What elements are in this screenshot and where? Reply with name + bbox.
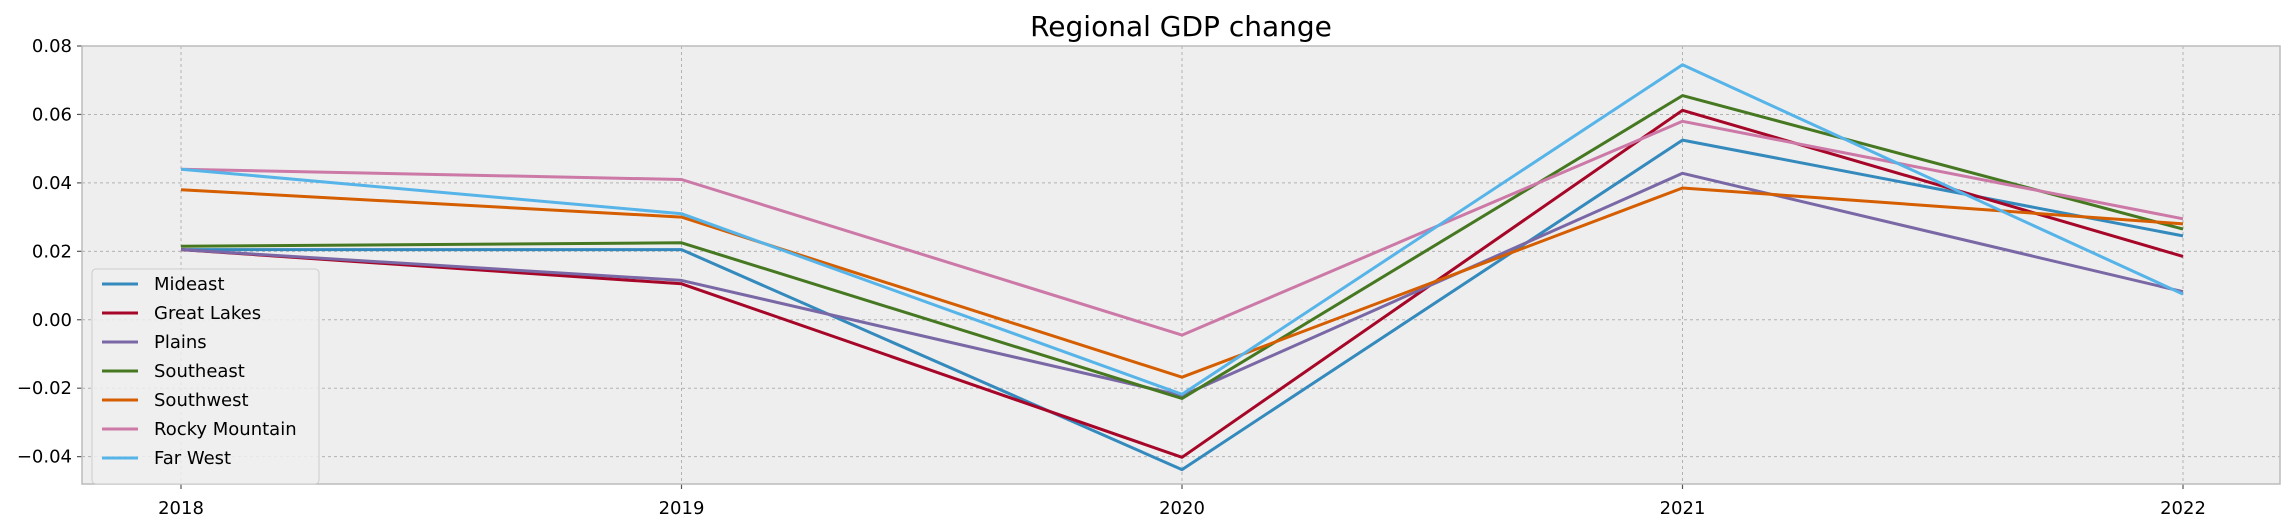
series-line-mideast [181,138,2184,472]
x-tick-label: 2021 [1660,498,1706,519]
series-line-great-lakes [180,108,2184,459]
legend-label-southeast: Southeast [154,361,245,382]
legend-label-rocky-mountain: Rocky Mountain [154,419,297,440]
legend-label-great-lakes: Great Lakes [154,303,261,324]
legend-label-mideast: Mideast [154,274,225,295]
x-tick-label: 2018 [158,498,204,519]
legend-box [91,268,320,485]
legend-label-southwest: Southwest [154,390,249,411]
x-tick-label: 2020 [1159,498,1205,519]
legend-label-plains: Plains [154,332,207,353]
x-tick-label: 2019 [659,498,705,519]
legend-label-far-west: Far West [154,448,231,469]
series-line-rocky-mountain [180,119,2184,337]
chart-title: Regional GDP change [1030,10,1332,43]
series-line-far-west [180,63,2184,396]
y-tick-label: −0.04 [17,447,72,468]
y-tick-label: 0.06 [32,104,72,125]
y-tick-label: 0.02 [32,241,72,262]
y-tick-label: 0.00 [32,310,72,331]
series-line-southwest [180,186,2184,379]
y-tick-label: −0.02 [17,378,72,399]
y-tick-label: 0.08 [32,36,72,57]
plot-frame [81,45,2281,485]
x-tick-label: 2022 [2160,498,2206,519]
y-tick-label: 0.04 [32,173,72,194]
